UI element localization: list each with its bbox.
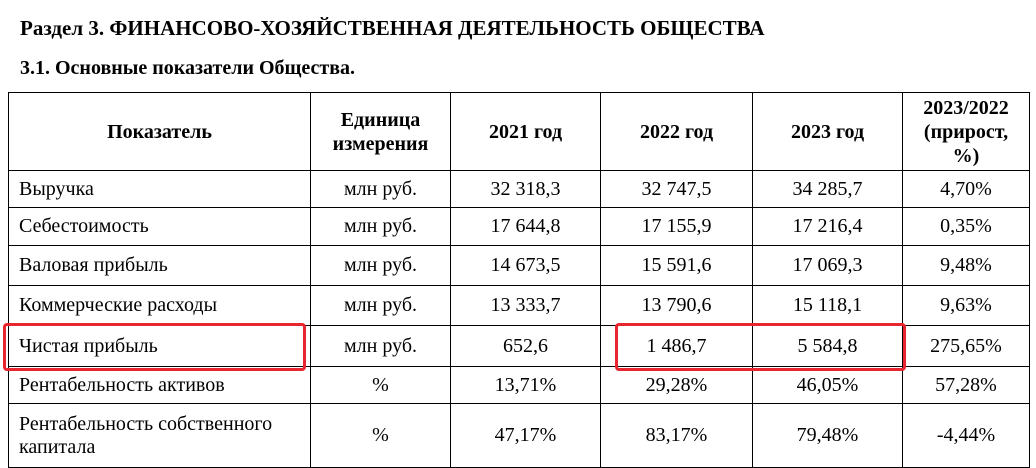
- table-cell: млн руб.: [310, 170, 451, 208]
- table-cell: Валовая прибыль: [8, 245, 311, 286]
- table-cell: 83,17%: [600, 403, 753, 468]
- table-cell: 34 285,7: [752, 170, 903, 208]
- table-cell: млн руб.: [310, 245, 451, 286]
- column-header: 2023 год: [752, 92, 903, 171]
- table-cell: 13,71%: [450, 366, 601, 404]
- table-cell: 17 069,3: [752, 245, 903, 286]
- table-cell: Коммерческие расходы: [8, 285, 311, 326]
- table-cell: %: [310, 366, 451, 404]
- column-header: Показатель: [8, 92, 311, 171]
- highlight-box: [3, 323, 306, 371]
- table-cell: 17 155,9: [600, 207, 753, 246]
- table-cell: Рентабельность собственного капитала: [8, 403, 311, 468]
- table-cell: 79,48%: [752, 403, 903, 468]
- table-cell: 57,28%: [902, 366, 1030, 404]
- table-cell: 17 216,4: [752, 207, 903, 246]
- highlight-box: [615, 323, 906, 371]
- section-title: Раздел 3. ФИНАНСОВО-ХОЗЯЙСТВЕННАЯ ДЕЯТЕЛ…: [20, 16, 765, 40]
- column-header: Единица измерения: [310, 92, 451, 171]
- table-row: Рентабельность активов% 13,71% 29,28% 46,05…: [8, 366, 1030, 404]
- table-cell: млн руб.: [310, 207, 451, 246]
- column-header: 2022 год: [600, 92, 753, 171]
- header-row: Показатель Единица измерения 2021 год 2022 …: [8, 92, 1030, 171]
- subsection-title: 3.1. Основные показатели Общества.: [20, 57, 356, 79]
- column-header: 2021 год: [450, 92, 601, 171]
- table-row: Валовая прибыль млн руб. 14 673,5 15 591,6 1…: [8, 245, 1030, 286]
- table-cell: 15 118,1: [752, 285, 903, 326]
- table-cell: 47,17%: [450, 403, 601, 468]
- table-cell: 0,35%: [902, 207, 1030, 246]
- table-cell: Себестоимость: [8, 207, 311, 246]
- table-row: Чистая прибыль млн руб. 652,6 1 486,7 5 584,…: [8, 325, 1030, 367]
- table-cell: млн руб.: [310, 325, 451, 367]
- table-cell: 652,6: [450, 325, 601, 367]
- table-row: Выручка млн руб. 32 318,3 32 747,5 34 285,7 4…: [8, 170, 1030, 208]
- table-cell: 14 673,5: [450, 245, 601, 286]
- table-row: Себестоимость млн руб. 17 644,8 17 155,9 17 …: [8, 207, 1030, 246]
- table-cell: 1 486,7: [600, 325, 753, 367]
- table-cell: 32 318,3: [450, 170, 601, 208]
- table-cell: 29,28%: [600, 366, 753, 404]
- table-cell: 17 644,8: [450, 207, 601, 246]
- table-cell: 4,70%: [902, 170, 1030, 208]
- table-cell: 9,48%: [902, 245, 1030, 286]
- table-cell: 275,65%: [902, 325, 1030, 367]
- table-row: Рентабельность собственного капитала% 47,…: [8, 403, 1030, 468]
- table-cell: млн руб.: [310, 285, 451, 326]
- table-cell: 13 790,6: [600, 285, 753, 326]
- table-cell: Рентабельность активов: [8, 366, 311, 404]
- table-cell: 9,63%: [902, 285, 1030, 326]
- table-cell: 15 591,6: [600, 245, 753, 286]
- table-cell: %: [310, 403, 451, 468]
- table-cell: 13 333,7: [450, 285, 601, 326]
- table-cell: -4,44%: [902, 403, 1030, 468]
- table-row: Коммерческие расходы млн руб. 13 333,7 13 7…: [8, 285, 1030, 326]
- table-cell: 46,05%: [752, 366, 903, 404]
- table-cell: Выручка: [8, 170, 311, 208]
- indicators-table: Показатель Единица измерения 2021 год 2022 …: [8, 92, 1030, 468]
- table-cell: Чистая прибыль: [8, 325, 311, 367]
- table-cell: 32 747,5: [600, 170, 753, 208]
- column-header: 2023/2022 (прирост, %): [902, 92, 1030, 171]
